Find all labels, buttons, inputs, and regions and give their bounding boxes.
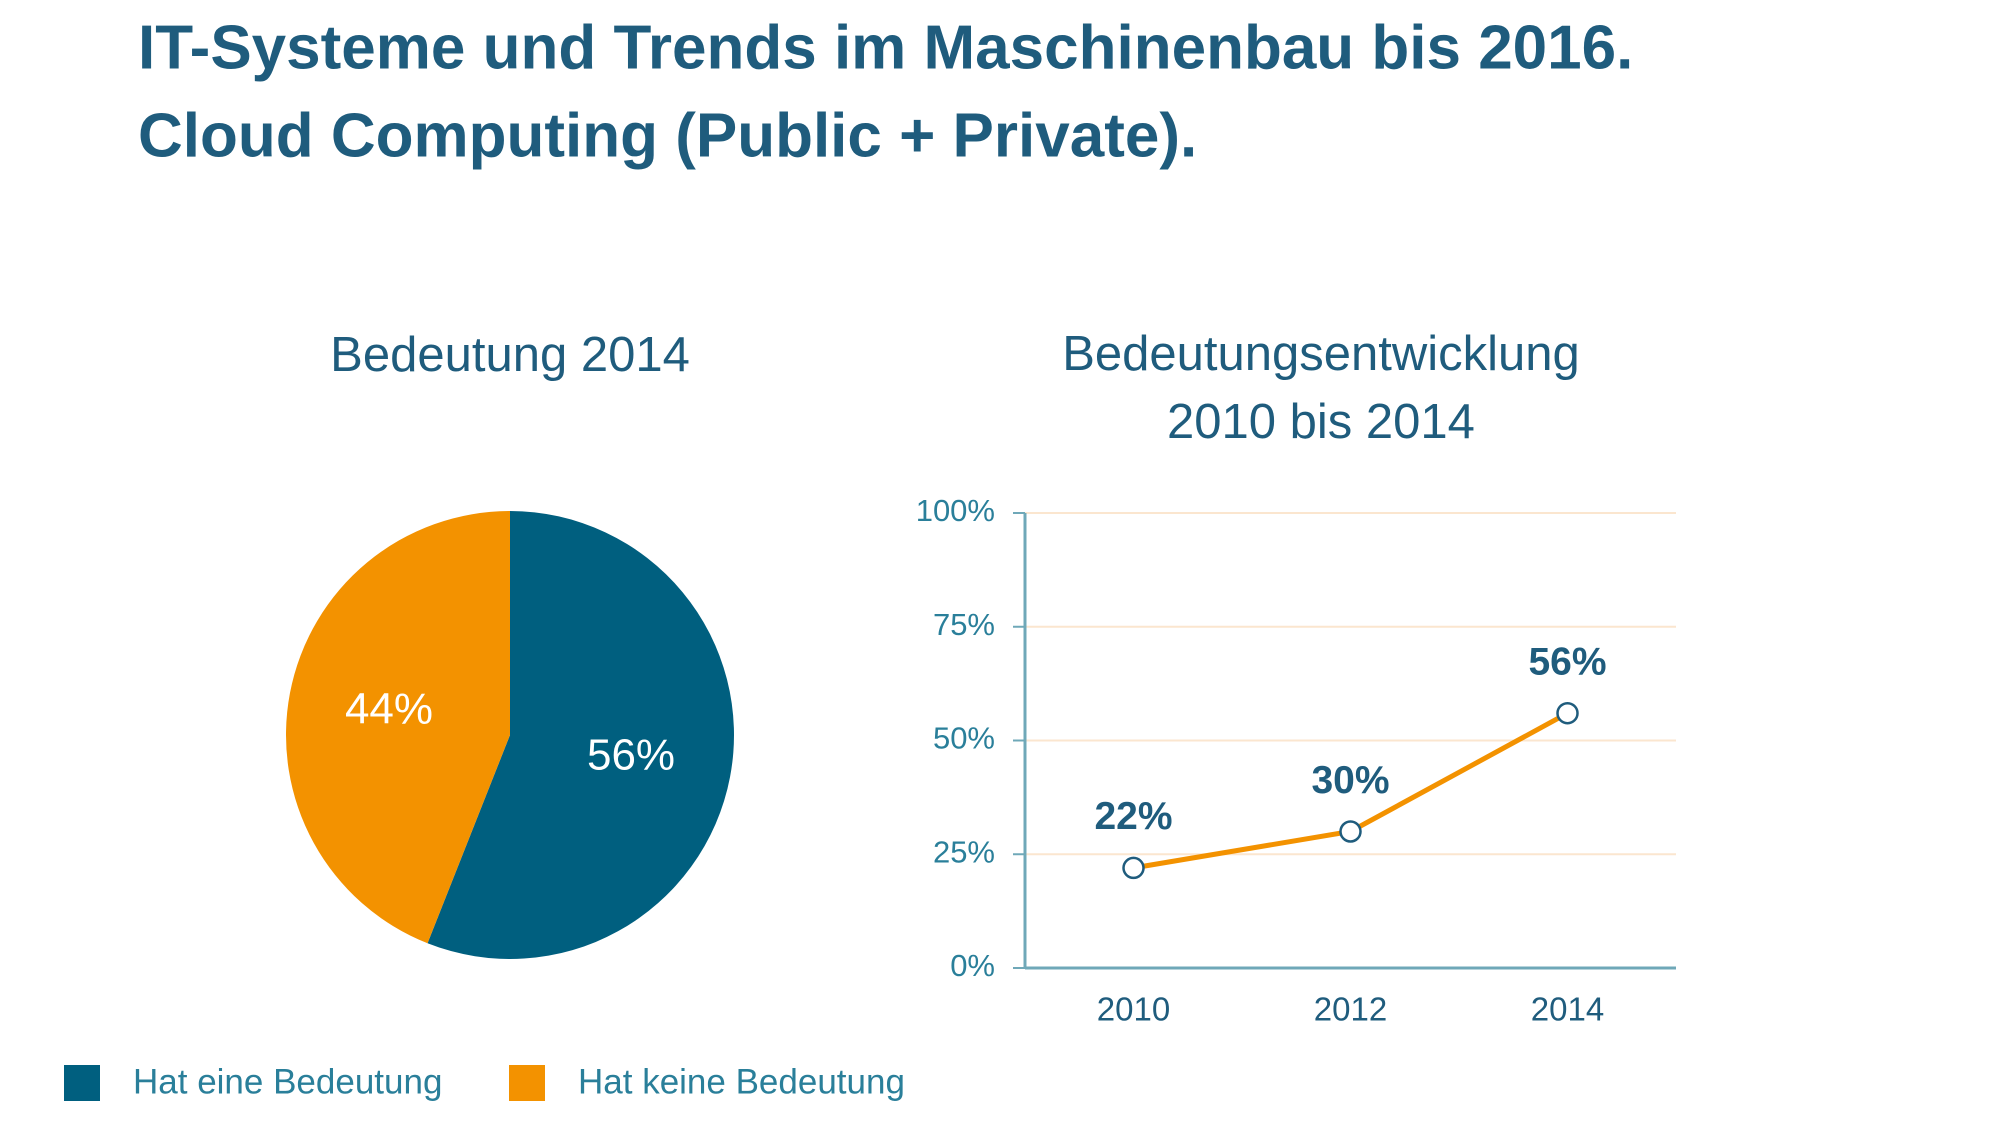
y-tick-label: 0% [950, 948, 995, 983]
chart-title: 2010 bis 2014 [1167, 395, 1475, 449]
y-tick-label: 50% [933, 721, 995, 756]
data-label: 30% [1311, 759, 1389, 802]
x-tick-label: 2012 [1314, 991, 1387, 1028]
data-label: 56% [1528, 640, 1606, 683]
x-tick-label: 2010 [1097, 991, 1170, 1028]
y-tick-label: 75% [933, 607, 995, 642]
x-tick-label: 2014 [1531, 991, 1604, 1028]
chart-title: Bedeutungsentwicklung [1062, 327, 1580, 381]
y-tick-label: 25% [933, 834, 995, 869]
line-point [1556, 701, 1579, 725]
chart-title: Bedeutung 2014 [330, 328, 690, 382]
data-label: 56% [587, 731, 675, 780]
pie-slice [285, 511, 510, 944]
pie-slice [427, 511, 734, 959]
data-label: 44% [345, 685, 433, 734]
line-point [1122, 856, 1145, 880]
legend-label: Hat keine Bedeutung [578, 1062, 905, 1101]
page-title: IT-Systeme und Trends im Maschinenbau bi… [138, 13, 1633, 82]
legend-label: Hat eine Bedeutung [133, 1062, 442, 1101]
legend-swatch [509, 1065, 545, 1101]
line-point [1339, 820, 1362, 843]
data-label: 22% [1094, 795, 1172, 838]
y-tick-label: 100% [916, 493, 995, 528]
page-title: Cloud Computing (Public + Private). [138, 101, 1197, 170]
legend-swatch [64, 1065, 100, 1101]
